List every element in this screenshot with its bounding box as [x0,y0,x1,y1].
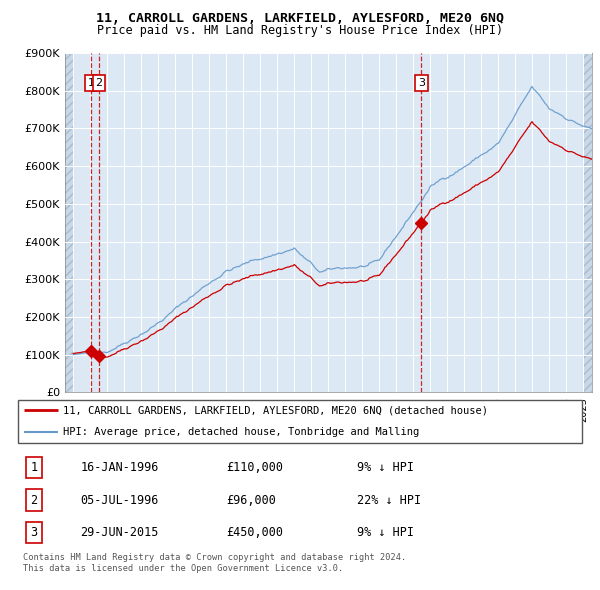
Text: £110,000: £110,000 [226,461,283,474]
Text: 05-JUL-1996: 05-JUL-1996 [80,494,159,507]
FancyBboxPatch shape [18,400,582,442]
Text: 3: 3 [418,78,425,88]
Text: Contains HM Land Registry data © Crown copyright and database right 2024.
This d: Contains HM Land Registry data © Crown c… [23,553,406,573]
Text: £450,000: £450,000 [226,526,283,539]
Text: 3: 3 [30,526,37,539]
Text: 11, CARROLL GARDENS, LARKFIELD, AYLESFORD, ME20 6NQ (detached house): 11, CARROLL GARDENS, LARKFIELD, AYLESFOR… [64,405,488,415]
Text: 16-JAN-1996: 16-JAN-1996 [80,461,159,474]
Text: 9% ↓ HPI: 9% ↓ HPI [357,526,414,539]
Text: 29-JUN-2015: 29-JUN-2015 [80,526,159,539]
Text: 2: 2 [95,78,103,88]
Bar [583,53,592,392]
Text: 22% ↓ HPI: 22% ↓ HPI [357,494,421,507]
Text: 1: 1 [88,78,94,88]
Text: Price paid vs. HM Land Registry's House Price Index (HPI): Price paid vs. HM Land Registry's House … [97,24,503,37]
Bar [583,53,592,392]
Bar [65,53,73,392]
Bar [65,53,73,392]
Text: £96,000: £96,000 [226,494,276,507]
Text: HPI: Average price, detached house, Tonbridge and Malling: HPI: Average price, detached house, Tonb… [64,427,420,437]
Text: 1: 1 [30,461,37,474]
Text: 2: 2 [30,494,37,507]
Text: 11, CARROLL GARDENS, LARKFIELD, AYLESFORD, ME20 6NQ: 11, CARROLL GARDENS, LARKFIELD, AYLESFOR… [96,12,504,25]
Text: 9% ↓ HPI: 9% ↓ HPI [357,461,414,474]
